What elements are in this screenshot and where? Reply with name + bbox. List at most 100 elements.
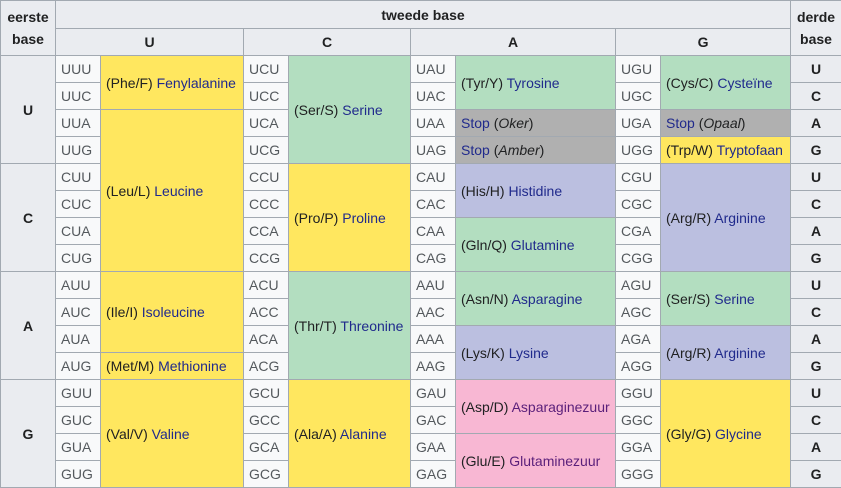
aminoacid-ala: (Ala/A) Alanine — [288, 379, 411, 488]
third-base-cell: U — [790, 379, 841, 407]
aminoacid-asn: (Asn/N) Asparagine — [455, 271, 616, 326]
codon-cell: AGU — [615, 271, 661, 299]
aminoacid-link[interactable]: Tyrosine — [506, 74, 560, 91]
aminoacid-link[interactable]: Alanine — [339, 425, 387, 442]
first-base-u: U — [0, 55, 56, 164]
aminoacid-link[interactable]: Asparaginezuur — [511, 398, 610, 415]
codon-cell: GCU — [243, 379, 289, 407]
aminoacid-link[interactable]: Threonine — [340, 317, 404, 334]
aminoacid-arg: (Arg/R) Arginine — [659, 163, 792, 272]
aminoacid-link[interactable]: Arginine — [714, 344, 766, 361]
codon-cell: CCC — [243, 190, 289, 218]
codon-cell: ACG — [243, 352, 289, 380]
aminoacid-code: (His/H) — [461, 182, 505, 199]
aminoacid-pro: (Pro/P) Proline — [288, 163, 411, 272]
codon-cell: AUC — [55, 298, 101, 326]
aminoacid-link[interactable]: Isoleucine — [141, 304, 205, 320]
aminoacid-link[interactable]: Glycine — [715, 425, 762, 442]
codon-cell: CCG — [243, 244, 289, 272]
third-base-cell: G — [790, 136, 841, 164]
aminoacid-code: (Asn/N) — [461, 290, 509, 307]
aminoacid-link[interactable]: Proline — [342, 209, 386, 226]
aminoacid-code: (Arg/R) — [666, 209, 712, 226]
second-base-c: C — [243, 28, 411, 56]
stop-note: Amber — [498, 142, 540, 158]
aminoacid-arg2: (Arg/R) Arginine — [659, 325, 792, 380]
third-base-cell: C — [790, 82, 841, 110]
aminoacid-code: (Pro/P) — [294, 209, 339, 226]
third-base-cell: U — [790, 271, 841, 299]
codon-cell: AGG — [615, 352, 661, 380]
aminoacid-leu: (Leu/L) Leucine — [100, 109, 244, 272]
codon-cell: UUG — [55, 136, 101, 164]
third-base-cell: C — [790, 406, 841, 434]
codon-cell: GAU — [410, 379, 456, 407]
second-base-u: U — [55, 28, 244, 56]
aminoacid-ile: (Ile/I) Isoleucine — [100, 271, 244, 353]
third-base-cell: A — [790, 217, 841, 245]
aminoacid-link[interactable]: Cysteïne — [717, 74, 773, 91]
codon-cell: UUC — [55, 82, 101, 110]
stop-link[interactable]: Stop — [461, 142, 490, 158]
codon-cell: CCU — [243, 163, 289, 191]
third-base-cell: U — [790, 163, 841, 191]
aminoacid-link[interactable]: Glutamine — [510, 236, 575, 253]
second-base-g: G — [614, 28, 792, 56]
stop-link[interactable]: Stop — [666, 115, 695, 131]
aminoacid-cys: (Cys/C) Cysteïne — [659, 55, 792, 110]
codon-cell: UAG — [410, 136, 456, 164]
codon-cell: UCG — [243, 136, 289, 164]
aminoacid-link[interactable]: Fenylalanine — [156, 74, 236, 91]
aminoacid-phe: (Phe/F) Fenylalanine — [100, 55, 244, 110]
codon-cell: GCG — [243, 460, 289, 488]
third-base-cell: G — [790, 352, 841, 380]
aminoacid-asp: (Asp/D) Asparaginezuur — [455, 379, 616, 434]
codon-cell: AAA — [410, 325, 456, 353]
third-base-cell: A — [790, 325, 841, 353]
first-base-c: C — [0, 163, 56, 272]
aminoacid-link[interactable]: Histidine — [508, 182, 563, 199]
codon-cell: UCU — [243, 55, 289, 83]
aminoacid-link[interactable]: Leucine — [154, 182, 204, 199]
codon-cell: AUA — [55, 325, 101, 353]
codon-cell: AGA — [615, 325, 661, 353]
codon-cell: GUA — [55, 433, 101, 461]
second-base-a: A — [410, 28, 616, 56]
codon-cell: UUA — [55, 109, 101, 137]
aminoacid-link[interactable]: Serine — [342, 101, 383, 118]
aminoacid-val: (Val/V) Valine — [100, 379, 244, 488]
stop-link[interactable]: Stop — [461, 115, 490, 131]
codon-cell: UAU — [410, 55, 456, 83]
codon-cell: CAA — [410, 217, 456, 245]
codon-cell: GCC — [243, 406, 289, 434]
aminoacid-link[interactable]: Lysine — [508, 344, 549, 361]
aminoacid-gln: (Gln/Q) Glutamine — [455, 217, 616, 272]
third-base-cell: A — [790, 109, 841, 137]
aminoacid-code: (Ser/S) — [666, 290, 711, 307]
aminoacid-link[interactable]: Glutaminezuur — [509, 452, 601, 469]
codon-cell: ACC — [243, 298, 289, 326]
stop-note: Oker — [498, 115, 529, 131]
aminoacid-link[interactable]: Tryptofaan — [716, 142, 783, 158]
codon-cell: UCC — [243, 82, 289, 110]
codon-cell: CGA — [615, 217, 661, 245]
aminoacid-code: (Asp/D) — [461, 398, 509, 415]
codon-cell: CCA — [243, 217, 289, 245]
aminoacid-link[interactable]: Serine — [714, 290, 755, 307]
third-base-cell: C — [790, 298, 841, 326]
codon-cell: CAU — [410, 163, 456, 191]
aminoacid-ser2: (Ser/S) Serine — [659, 271, 792, 326]
aminoacid-link[interactable]: Valine — [151, 425, 190, 442]
aminoacid-met: (Met/M) Methionine — [100, 352, 244, 380]
aminoacid-thr: (Thr/T) Threonine — [288, 271, 411, 380]
codon-cell: UGC — [615, 82, 661, 110]
aminoacid-lys: (Lys/K) Lysine — [455, 325, 616, 380]
aminoacid-link[interactable]: Arginine — [714, 209, 766, 226]
codon-cell: CGG — [615, 244, 661, 272]
aminoacid-link[interactable]: Asparagine — [511, 290, 583, 307]
stop-note: Opaal — [703, 115, 741, 131]
codon-cell: ACA — [243, 325, 289, 353]
aminoacid-link[interactable]: Methionine — [158, 358, 227, 374]
codon-cell: GCA — [243, 433, 289, 461]
